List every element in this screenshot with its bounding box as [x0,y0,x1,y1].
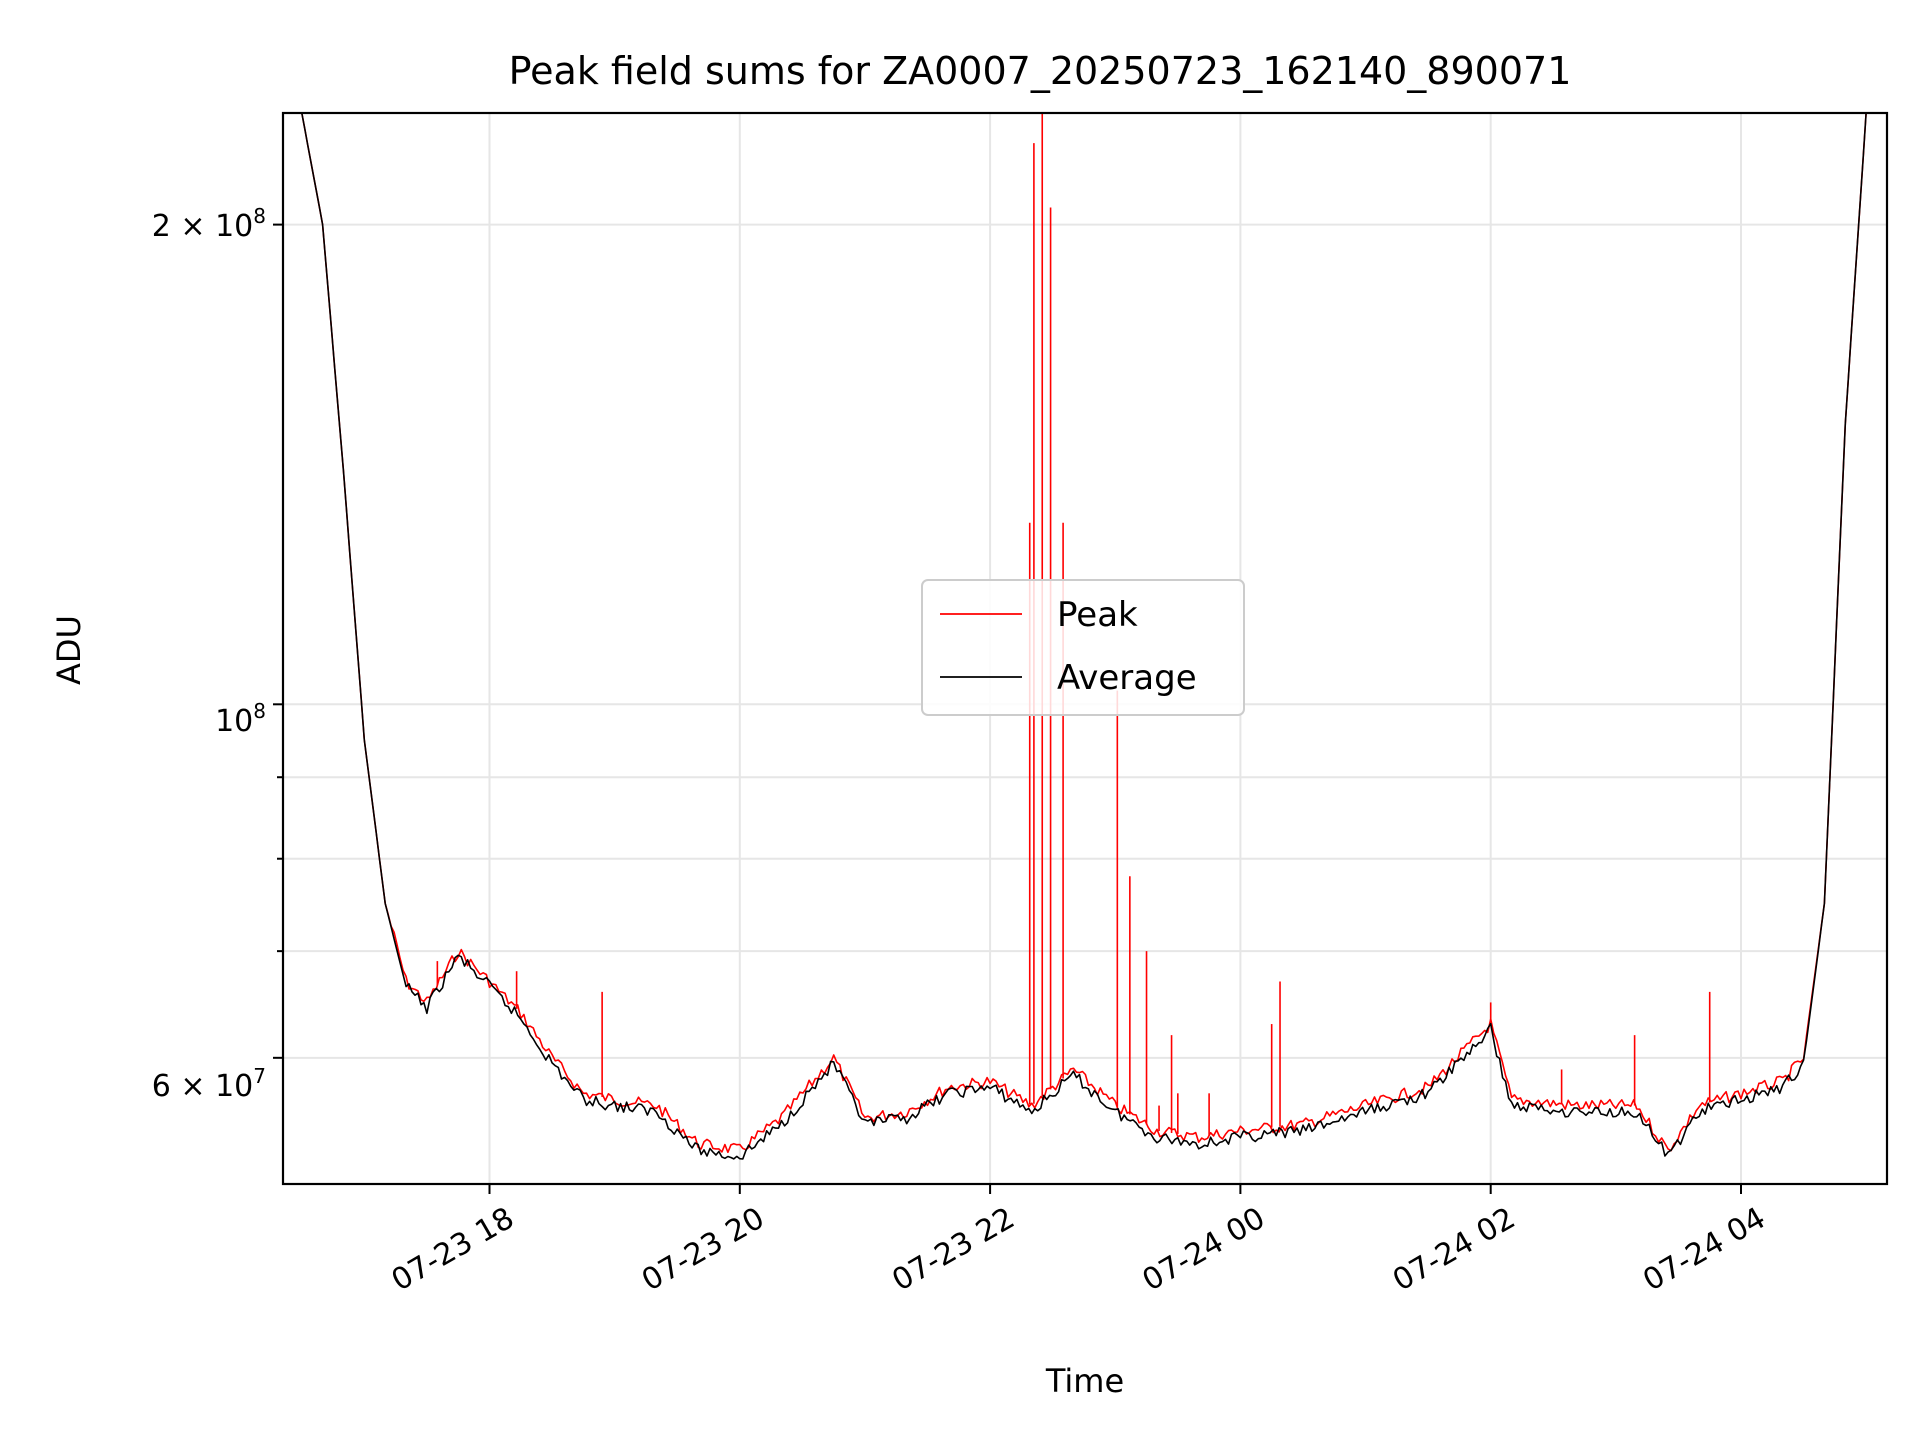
legend-label-average: Average [1057,658,1197,698]
series-average [283,113,1887,1160]
plot-frame [281,111,1889,1186]
legend: Peak Average [921,579,1245,716]
x-tick-label: 07-24 02 [1387,1201,1521,1299]
y-axis: 2 × 108 108 6 × 107 [152,204,283,1104]
y-tick-label-1e8: 108 [215,699,266,739]
y-tick-label-6e7: 6 × 107 [152,1064,266,1104]
x-tick-label: 07-23 22 [886,1201,1020,1299]
x-tick-label: 07-23 18 [386,1201,520,1299]
x-axis-label: Time [1045,1362,1124,1400]
series-line-peak [283,113,1887,1154]
x-tick-label: 07-24 00 [1137,1201,1271,1299]
y-axis-label: ADU [50,615,88,685]
x-tick-label: 07-24 04 [1637,1201,1771,1299]
y-tick-label-2e8: 2 × 108 [152,204,266,244]
chart-title: Peak field sums for ZA0007_20250723_1621… [509,49,1572,93]
legend-label-peak: Peak [1057,595,1138,635]
series-line-average [283,113,1887,1160]
x-tick-label: 07-23 20 [636,1201,770,1299]
x-axis: 07-23 18 07-23 20 07-23 22 07-24 00 07-24 02… [386,1184,1772,1298]
